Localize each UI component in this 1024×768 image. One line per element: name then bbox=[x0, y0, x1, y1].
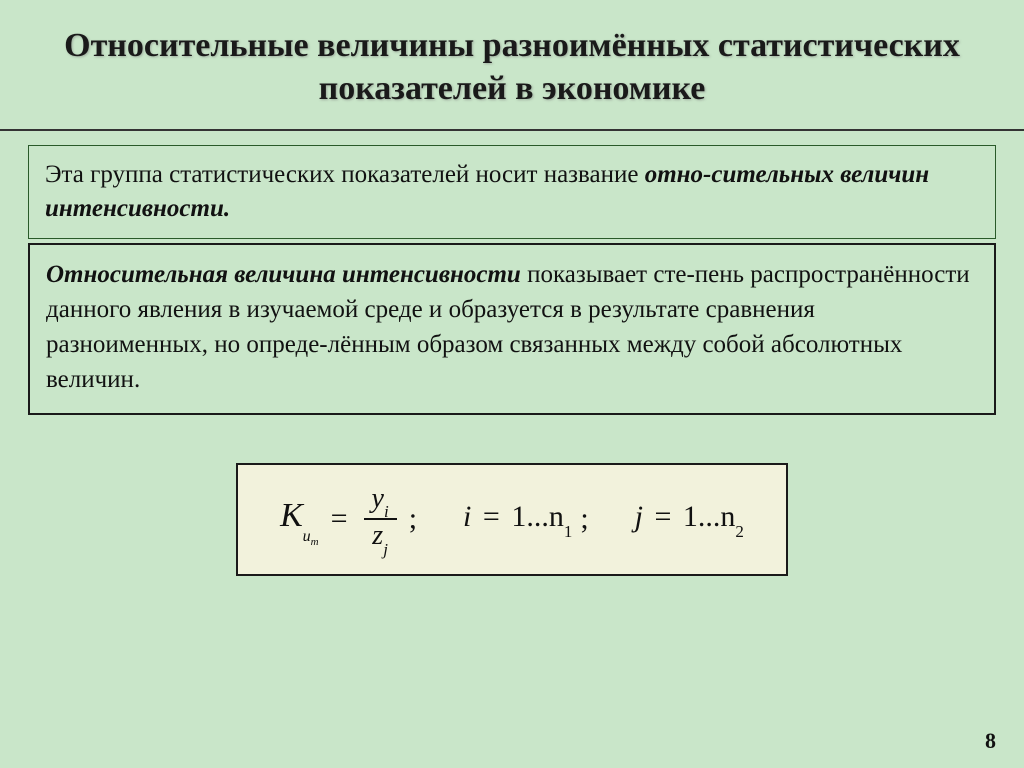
definition-bold: Относительная величина интенсивности bbox=[46, 261, 521, 288]
intro-box: Эта группа статистических показателей но… bbox=[28, 145, 996, 239]
slide-title: Относительные величины разноимённых стат… bbox=[60, 25, 964, 110]
formula-area: Киm = yi zj ; i = 1...n1 ; bbox=[28, 463, 996, 576]
numerator: yi bbox=[364, 483, 397, 519]
slide: Относительные величины разноимённых стат… bbox=[0, 0, 1024, 768]
formula: Киm = yi zj ; i = 1...n1 ; bbox=[280, 483, 744, 556]
i-range: i = 1...n1 bbox=[463, 502, 572, 536]
title-area: Относительные величины разноимённых стат… bbox=[0, 0, 1024, 125]
formula-K: Киm bbox=[280, 499, 319, 540]
fraction: yi zj bbox=[364, 483, 397, 556]
page-number: 8 bbox=[985, 728, 996, 754]
definition-box: Относительная величина интенсивности пок… bbox=[28, 243, 996, 415]
semicolon: ; bbox=[407, 504, 421, 534]
equals-sign: = bbox=[325, 504, 354, 534]
denominator: zj bbox=[364, 520, 396, 556]
content-area: Эта группа статистических показателей но… bbox=[0, 131, 1024, 576]
j-range: j = 1...n2 bbox=[635, 502, 744, 536]
formula-box: Киm = yi zj ; i = 1...n1 ; bbox=[236, 463, 788, 576]
intro-text: Эта группа статистических показателей но… bbox=[45, 161, 645, 188]
